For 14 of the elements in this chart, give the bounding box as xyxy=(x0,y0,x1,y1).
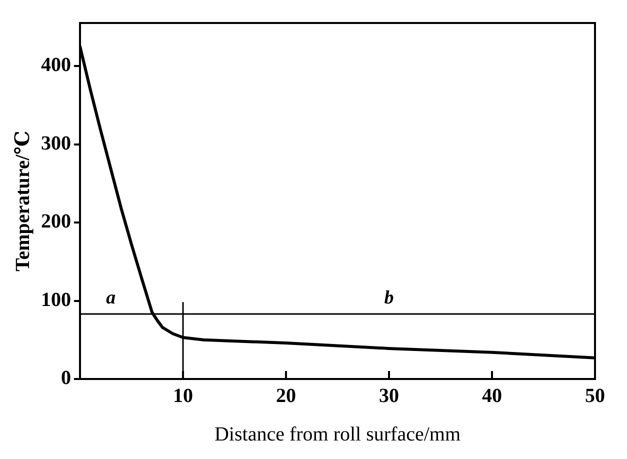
y-tick-label: 100 xyxy=(41,288,71,311)
annotation: a xyxy=(106,287,116,308)
y-axis-title: Temperature/℃ xyxy=(12,130,34,272)
x-axis-title: Distance from roll surface/mm xyxy=(214,423,461,446)
x-tick-label: 20 xyxy=(276,385,296,408)
x-tick-label: 10 xyxy=(173,385,193,408)
annotation: b xyxy=(384,287,394,308)
x-tick-label: 30 xyxy=(379,385,399,408)
y-tick-label: 400 xyxy=(41,54,71,76)
y-tick-label: 300 xyxy=(41,132,71,154)
x-tick-label: 40 xyxy=(482,385,502,408)
y-tick-label: 0 xyxy=(61,367,71,390)
y-tick-label: 200 xyxy=(41,210,71,233)
x-tick-label: 50 xyxy=(585,385,605,408)
